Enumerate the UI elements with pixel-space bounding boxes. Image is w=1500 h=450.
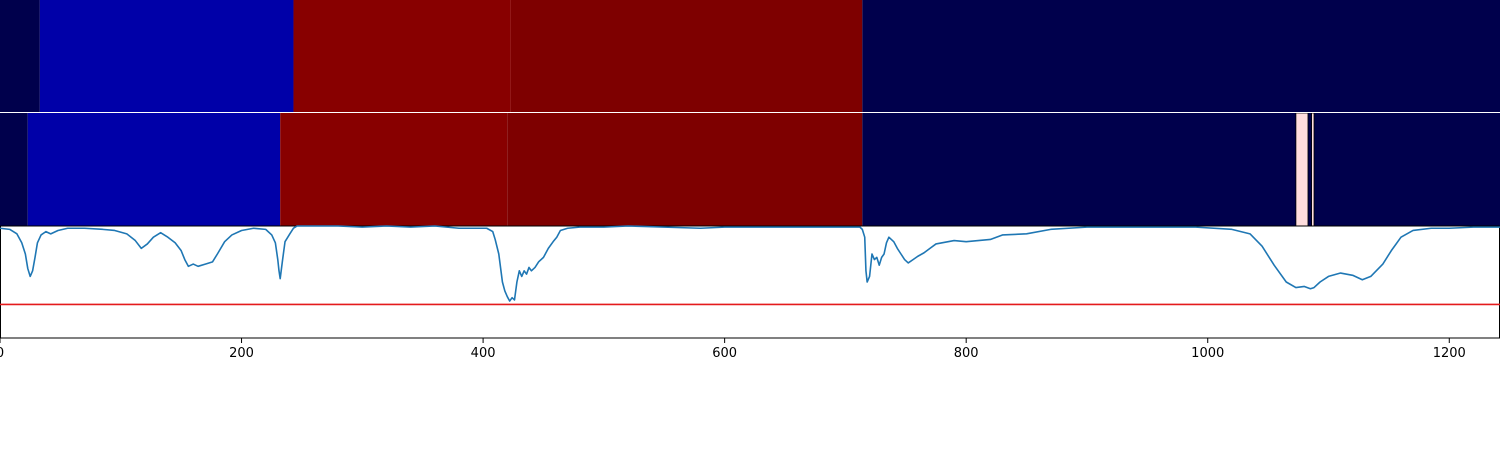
- heatmap-cell-r1-s8: [1314, 113, 1500, 226]
- plot-frame: [0, 225, 1500, 339]
- heatmap-cell-r1-s6: [1307, 113, 1312, 226]
- x-tick-label-1000: 1000: [1191, 346, 1224, 361]
- x-tick-label-1200: 1200: [1433, 346, 1466, 361]
- x-tick-label-400: 400: [471, 346, 496, 361]
- heatmap-cell-r0-s4: [862, 0, 1500, 112]
- heatmap-cell-r1-s0: [0, 113, 28, 226]
- heatmap-cell-r1-s1: [27, 113, 281, 226]
- heatmap-cell-r0-s0: [0, 0, 40, 112]
- x-tick-label-800: 800: [954, 346, 979, 361]
- heatmap-cell-r1-s4: [862, 113, 1296, 226]
- heatmap-cell-r1-s3: [507, 113, 863, 226]
- heatmap-row-top: [0, 0, 1500, 112]
- heatmap-cell-r0-s2: [293, 0, 511, 112]
- heatmap-cell-r1-s5: [1295, 113, 1308, 226]
- x-tick-label-600: 600: [712, 346, 737, 361]
- heatmap-cell-r1-s2: [280, 113, 508, 226]
- x-tick-label-0: 0: [0, 346, 4, 361]
- heatmap-cell-r0-s1: [39, 0, 294, 112]
- x-axis: 0 200 400 600 800 1000 1200: [0, 338, 1466, 361]
- line-plot-area: [0, 225, 1500, 306]
- heatmap-cell-r0-s3: [510, 0, 863, 112]
- heatmap-cell-r1-s7: [1311, 113, 1315, 226]
- x-tick-label-200: 200: [229, 346, 254, 361]
- heatmap-row-bottom: [0, 112, 1500, 227]
- series-line-0: [0, 225, 1500, 302]
